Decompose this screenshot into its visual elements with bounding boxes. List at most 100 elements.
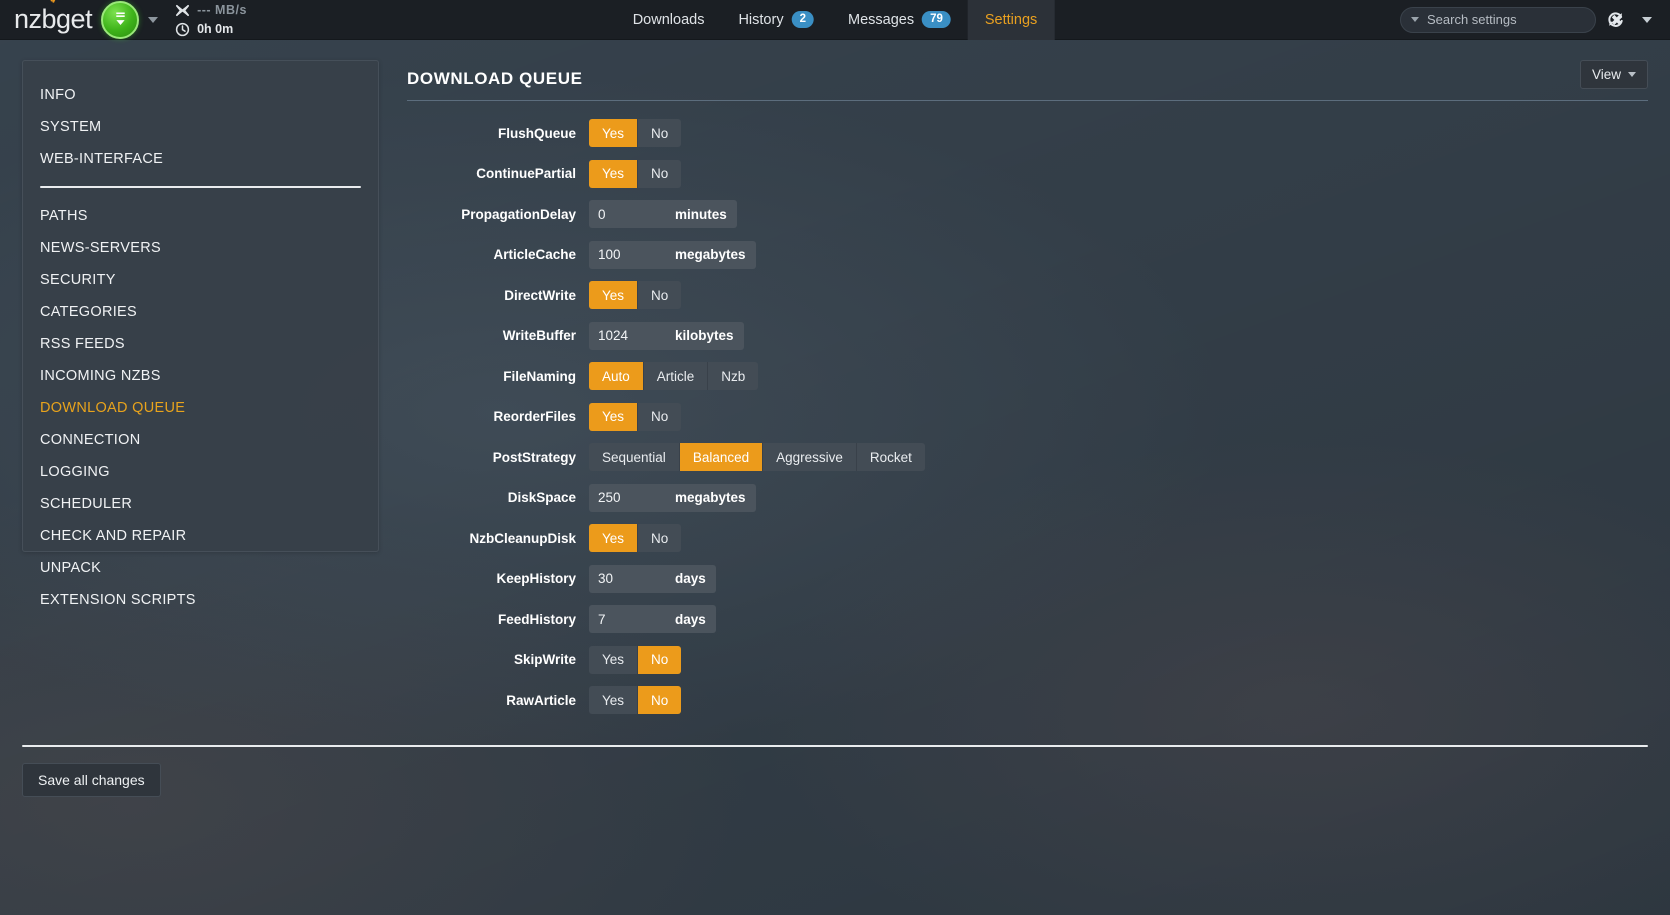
- setting-label: NzbCleanupDisk: [469, 530, 576, 546]
- search-input[interactable]: [1427, 12, 1603, 27]
- setting-option-button[interactable]: Yes: [589, 281, 639, 309]
- setting-label: PostStrategy: [492, 449, 576, 465]
- setting-option-button[interactable]: Yes: [589, 686, 639, 714]
- sidebar-item-web-interface[interactable]: WEB-INTERFACE: [40, 151, 164, 167]
- content-header: DOWNLOAD QUEUE View: [407, 60, 1648, 101]
- page-title: DOWNLOAD QUEUE: [407, 69, 583, 88]
- page-layout: INFO SYSTEM WEB-INTERFACE PATHS NEWS-SER…: [0, 40, 1670, 727]
- setting-option-button[interactable]: Aggressive: [763, 443, 857, 471]
- setting-unit-label: days: [675, 611, 706, 627]
- setting-input-wrapper: days: [589, 564, 716, 593]
- tab-history[interactable]: History 2: [721, 0, 831, 40]
- tab-messages[interactable]: Messages 79: [831, 0, 968, 40]
- navbar-right-controls: ✖: [1400, 6, 1670, 33]
- setting-option-button[interactable]: No: [638, 645, 682, 674]
- setting-option-group: Yes No: [589, 119, 682, 147]
- setting-option-button[interactable]: Article: [643, 362, 709, 390]
- setting-label: WriteBuffer: [502, 328, 576, 343]
- caret-down-glyph: [1642, 16, 1652, 23]
- setting-label: PropagationDelay: [461, 206, 576, 222]
- setting-label: DirectWrite: [504, 287, 576, 303]
- download-toggle-button[interactable]: [101, 0, 140, 39]
- main-content: DOWNLOAD QUEUE View FlushQueue Yes No Conti…: [379, 40, 1670, 727]
- setting-option-button[interactable]: Yes: [589, 159, 639, 188]
- setting-option-button[interactable]: No: [638, 159, 682, 188]
- sidebar-item-logging[interactable]: LOGGING: [40, 464, 110, 480]
- setting-value-input[interactable]: [589, 483, 673, 512]
- sidebar-item-connection[interactable]: CONNECTION: [40, 432, 141, 448]
- tab-settings[interactable]: Settings: [967, 0, 1055, 40]
- setting-value-input[interactable]: [589, 564, 673, 593]
- sidebar-item-news-servers[interactable]: NEWS-SERVERS: [40, 240, 161, 256]
- sidebar-item-security[interactable]: SECURITY: [40, 272, 116, 288]
- setting-value-input[interactable]: [589, 321, 673, 350]
- shuffle-icon: [175, 3, 190, 18]
- setting-option-button[interactable]: No: [638, 524, 682, 552]
- setting-option-button[interactable]: Yes: [589, 402, 639, 431]
- sidebar-item-paths[interactable]: PATHS: [40, 208, 88, 224]
- sidebar-item-info[interactable]: INFO: [40, 87, 76, 103]
- sidebar-item-download-queue[interactable]: DOWNLOAD QUEUE: [40, 400, 186, 416]
- setting-label: FeedHistory: [497, 611, 576, 627]
- setting-row: RawArticle Yes No: [407, 686, 1648, 714]
- setting-value-input[interactable]: [589, 200, 673, 228]
- navbar-menu-caret-down-icon[interactable]: [1634, 7, 1660, 33]
- setting-unit-label: minutes: [675, 206, 727, 222]
- download-speed-value: --- MB/s: [197, 3, 247, 17]
- tab-messages-badge: 79: [922, 10, 951, 29]
- setting-unit-label: megabytes: [675, 247, 746, 262]
- nav-tabs: Downloads History 2 Messages 79 Settings: [616, 0, 1055, 40]
- search-caret-down-icon[interactable]: [1411, 17, 1419, 22]
- sidebar-item-incoming-nzbs[interactable]: INCOMING NZBS: [40, 368, 161, 384]
- view-button[interactable]: View: [1579, 60, 1648, 89]
- setting-option-button[interactable]: No: [638, 119, 682, 147]
- status-block: --- MB/s 0h 0m: [175, 2, 247, 38]
- setting-option-button[interactable]: No: [638, 686, 682, 714]
- setting-row: ReorderFiles Yes No: [407, 402, 1648, 431]
- sidebar-item-rss-feeds[interactable]: RSS FEEDS: [40, 336, 125, 352]
- settings-form: FlushQueue Yes No ContinuePartial Yes No Propa…: [407, 101, 1648, 714]
- setting-option-group: Yes No: [589, 281, 682, 309]
- setting-value-input[interactable]: [589, 240, 673, 269]
- setting-unit-label: kilobytes: [675, 328, 734, 343]
- sidebar-item-unpack[interactable]: UNPACK: [40, 560, 102, 576]
- setting-row: FeedHistory days: [407, 605, 1648, 633]
- tab-downloads[interactable]: Downloads: [616, 0, 722, 40]
- sidebar-item-categories[interactable]: CATEGORIES: [40, 304, 137, 320]
- setting-option-button[interactable]: Yes: [589, 524, 639, 552]
- tab-history-badge: 2: [791, 10, 814, 29]
- wifi-arc-icon: [49, 0, 69, 10]
- setting-option-button[interactable]: Yes: [589, 119, 639, 147]
- setting-option-button[interactable]: Balanced: [679, 443, 764, 471]
- setting-value-input[interactable]: [589, 605, 673, 633]
- setting-input-wrapper: megabytes: [589, 240, 756, 269]
- setting-label: ContinuePartial: [476, 166, 576, 181]
- sidebar-item-extension-scripts[interactable]: EXTENSION SCRIPTS: [40, 592, 196, 608]
- setting-option-button[interactable]: Auto: [589, 362, 644, 390]
- setting-row: SkipWrite Yes No: [407, 645, 1648, 674]
- sidebar-item-system[interactable]: SYSTEM: [40, 119, 102, 135]
- brand-caret-down-icon[interactable]: [148, 16, 159, 23]
- brand-logo[interactable]: nzbget: [0, 0, 93, 40]
- setting-option-button[interactable]: Nzb: [708, 362, 759, 390]
- setting-option-group: Auto Article Nzb: [589, 362, 759, 390]
- setting-option-button[interactable]: No: [638, 402, 682, 431]
- setting-input-wrapper: days: [589, 605, 716, 633]
- setting-option-button[interactable]: No: [638, 281, 682, 309]
- setting-label: RawArticle: [506, 692, 576, 708]
- setting-option-button[interactable]: Sequential: [589, 443, 680, 471]
- setting-option-button[interactable]: Yes: [589, 645, 639, 674]
- setting-row: FlushQueue Yes No: [407, 119, 1648, 147]
- sidebar-item-check-and-repair[interactable]: CHECK AND REPAIR: [40, 528, 187, 544]
- setting-row: PropagationDelay minutes: [407, 200, 1648, 228]
- brand-text: nzbget: [14, 4, 93, 34]
- page-footer: Save all changes: [22, 745, 1648, 797]
- sidebar-item-scheduler[interactable]: SCHEDULER: [40, 496, 133, 512]
- save-all-changes-button[interactable]: Save all changes: [22, 763, 161, 797]
- refresh-icon[interactable]: [1602, 7, 1628, 33]
- settings-sidebar: INFO SYSTEM WEB-INTERFACE PATHS NEWS-SER…: [22, 60, 379, 608]
- close-x-icon[interactable]: ✖: [1611, 11, 1623, 28]
- search-box[interactable]: ✖: [1400, 6, 1623, 33]
- setting-option-button[interactable]: Rocket: [856, 443, 925, 471]
- tab-settings-label: Settings: [984, 11, 1038, 28]
